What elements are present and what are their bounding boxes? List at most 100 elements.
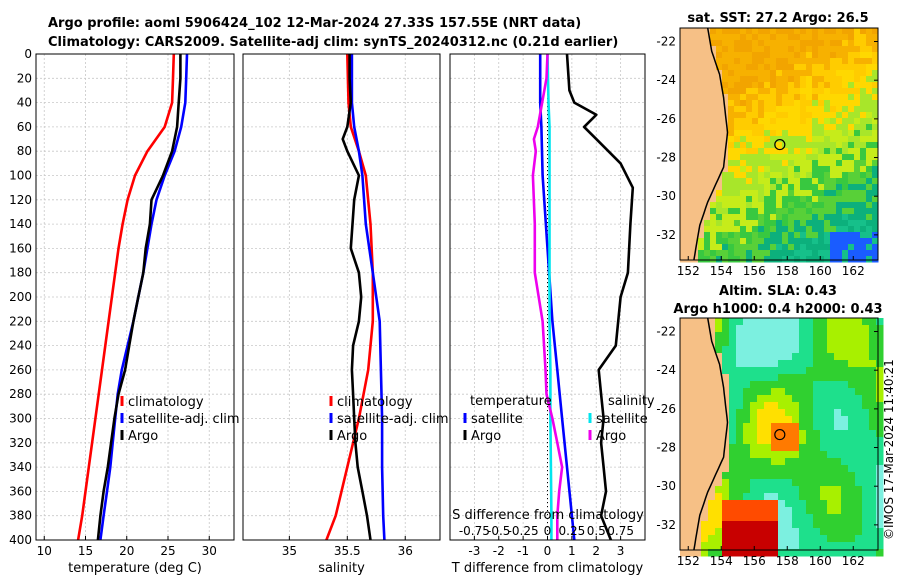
y-tick-label: 380 (9, 509, 32, 523)
map-cell (824, 70, 831, 77)
map-cell (734, 226, 741, 233)
map-cell (866, 220, 873, 227)
map-cell (842, 214, 849, 221)
map-cell (764, 88, 771, 95)
map-cell (792, 451, 800, 459)
map-cell (818, 76, 825, 83)
map-cell (740, 154, 747, 161)
map-cell (722, 52, 729, 59)
map-cell (785, 381, 793, 389)
map-cell (757, 430, 765, 438)
map-cell (764, 388, 772, 396)
map-cell (842, 112, 849, 119)
map-cell (866, 76, 873, 83)
map-cell (708, 472, 716, 480)
map-cell (722, 395, 730, 403)
map-cell (704, 250, 711, 257)
map-cell (782, 112, 789, 119)
map-cell (862, 395, 870, 403)
map-cell (698, 238, 705, 245)
map-cell (701, 465, 709, 473)
map-cell (842, 76, 849, 83)
map-cell (788, 184, 795, 191)
map-y-tick-label: -26 (656, 112, 676, 126)
x-tick-label: 2 (592, 544, 600, 558)
map-cell (842, 118, 849, 125)
map-cell (872, 208, 879, 215)
map-cell (752, 130, 759, 137)
map-cell (813, 465, 821, 473)
map-cell (698, 256, 705, 263)
map-cell (715, 486, 723, 494)
map-cell (692, 196, 699, 203)
map-cell (715, 451, 723, 459)
map-cell (776, 70, 783, 77)
argo-marker (774, 138, 786, 151)
map-cell (782, 46, 789, 53)
map-cell (728, 40, 735, 47)
map-cell (860, 160, 867, 167)
map-cell (830, 148, 837, 155)
map-cell (680, 430, 688, 438)
map-cell (736, 367, 744, 375)
map-cell (866, 58, 873, 65)
map-cell (771, 507, 779, 515)
x2-tick-label: -0.5 (487, 524, 510, 538)
map-cell (716, 40, 723, 47)
map-cell (806, 136, 813, 143)
map-cell (866, 256, 873, 263)
map-cell (729, 374, 737, 382)
map-cell (734, 46, 741, 53)
map-cell (785, 514, 793, 522)
map-cell (834, 465, 842, 473)
map-cell (680, 112, 687, 119)
x-tick-label: 35 (282, 544, 297, 558)
map-cell (820, 451, 828, 459)
map-cell (692, 58, 699, 65)
map-cell (698, 82, 705, 89)
map-cell (866, 46, 873, 53)
map-cell (740, 226, 747, 233)
map-cell (729, 493, 737, 501)
map-cell (827, 521, 835, 529)
map-cell (827, 374, 835, 382)
map-cell (827, 486, 835, 494)
map-cell (752, 214, 759, 221)
map-cell (716, 34, 723, 41)
map-cell (788, 196, 795, 203)
map-cell (692, 256, 699, 263)
map-cell (764, 549, 772, 557)
map-cell (794, 238, 801, 245)
map-cell (876, 472, 884, 480)
map-cell (848, 318, 856, 326)
map-cell (743, 528, 751, 536)
map-cell (788, 124, 795, 131)
map-cell (728, 202, 735, 209)
map-cell (812, 52, 819, 59)
map-cell (812, 130, 819, 137)
map-cell (782, 190, 789, 197)
map-cell (842, 52, 849, 59)
map-cell (770, 154, 777, 161)
map-cell (806, 521, 814, 529)
map-cell (841, 521, 849, 529)
map-cell (680, 238, 687, 245)
map-cell (770, 142, 777, 149)
map-cell (812, 46, 819, 53)
map-cell (827, 388, 835, 396)
legend-label: climatology (128, 395, 204, 410)
map-cell (818, 52, 825, 59)
map-cell (848, 381, 856, 389)
map-cell (782, 34, 789, 41)
map-cell (830, 40, 837, 47)
map-cell (848, 28, 855, 35)
map-cell (827, 346, 835, 354)
map-cell (680, 416, 688, 424)
map-cell (836, 142, 843, 149)
map-cell (694, 339, 702, 347)
map-cell (776, 178, 783, 185)
map-cell (830, 142, 837, 149)
map-cell (813, 353, 821, 361)
map-cell (750, 416, 758, 424)
map-cell (722, 479, 730, 487)
